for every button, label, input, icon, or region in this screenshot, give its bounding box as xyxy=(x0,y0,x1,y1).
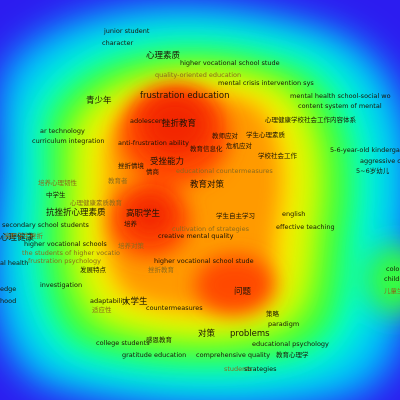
keyword-label: mental health school-social wo xyxy=(290,92,391,100)
keyword-label: hood xyxy=(0,297,17,305)
keyword-label: 心理健康素质教育 xyxy=(70,199,122,207)
keyword-label: countermeasures xyxy=(146,304,203,312)
keyword-label: content system of mental xyxy=(298,102,382,110)
keyword-label: 挫折教育 xyxy=(162,119,197,129)
keyword-label: 适应性 xyxy=(92,306,112,314)
keyword-label: cultivation of strategies xyxy=(172,225,249,233)
keyword-label: creative mental quality xyxy=(158,232,234,240)
keyword-label: curriculum integration xyxy=(32,137,105,145)
keyword-label: 抗挫折心理素质 xyxy=(46,208,106,218)
keyword-label: 心理健康 xyxy=(0,233,35,243)
keyword-label: gratitude education xyxy=(122,351,187,359)
keyword-label: college students xyxy=(96,339,150,347)
keyword-label: 感恩教育 xyxy=(146,336,172,344)
density-level-8 xyxy=(128,93,210,235)
keyword-label: higher vocational school stude xyxy=(180,59,280,67)
keyword-label: junior student xyxy=(104,27,150,35)
keyword-label: 心理健康学校社会工作内容体系 xyxy=(265,116,356,124)
keyword-label: frustration psychology xyxy=(28,257,101,265)
keyword-label: comprehensive quality xyxy=(196,351,271,359)
keyword-label: english xyxy=(282,210,306,218)
keyword-label: secondary school students xyxy=(2,221,89,229)
keyword-label: 发展特点 xyxy=(80,266,106,274)
keyword-label: 心理素质 xyxy=(146,51,181,61)
keyword-label: higher vocational school stude xyxy=(154,257,254,265)
keyword-label: the students of higher vocatio xyxy=(22,249,120,257)
keyword-label: 挫折情境 xyxy=(118,162,144,170)
keyword-label: 大学生 xyxy=(122,297,148,307)
keyword-label: 培养心理韧性 xyxy=(38,179,77,187)
keyword-label: adolescent xyxy=(130,117,166,125)
keyword-label: 对策 xyxy=(198,329,216,339)
keyword-label: 培养 xyxy=(124,220,137,228)
keyword-label: 青少年 xyxy=(86,96,112,106)
keyword-label: 培养对策 xyxy=(118,242,144,250)
keyword-label: 高职学生 xyxy=(126,209,161,219)
keyword-label: problems xyxy=(230,329,270,339)
keyword-label: paradigm xyxy=(268,320,300,328)
keyword-label: 危机应对 xyxy=(226,142,252,150)
keyword-label: investigation xyxy=(40,281,83,289)
keyword-label: 教育对策 xyxy=(190,180,225,190)
keyword-label: 5-6-year-old kindergarten xyxy=(330,147,400,154)
keyword-label: 学生心理素质 xyxy=(246,131,285,139)
keyword-label: 教师应对 xyxy=(212,132,238,140)
keyword-label: colo xyxy=(386,265,400,273)
keyword-label: anti-frustration ability xyxy=(118,139,189,147)
keyword-label: 受挫能力 xyxy=(150,157,185,167)
keyword-label: 学生自主学习 xyxy=(216,212,255,220)
keyword-label: 教育心理学 xyxy=(276,351,309,359)
keyword-label: frustration education xyxy=(140,91,230,101)
keyword-label: aggressive co xyxy=(360,158,400,165)
keyword-label: edge xyxy=(0,285,17,293)
keyword-label: higher vocational schools xyxy=(24,240,107,248)
keyword-label: adaptability xyxy=(90,297,129,305)
keyword-label: 策略 xyxy=(266,310,279,318)
keyword-label: 情商 xyxy=(146,168,159,176)
keyword-label: students xyxy=(224,365,253,373)
keyword-label: 教育信息化 xyxy=(190,145,223,153)
keyword-label: character xyxy=(102,39,134,47)
keyword-label: strategies xyxy=(244,365,277,373)
keyword-label: 学校社会工作 xyxy=(258,152,297,160)
keyword-label: 儿童生活教 xyxy=(384,288,400,295)
keyword-label: educational psychology xyxy=(252,340,329,348)
keyword-label: 教育者 xyxy=(108,177,128,185)
keyword-label: 5~6岁幼儿 xyxy=(356,167,390,175)
keyword-label: 高职学生挫折 xyxy=(4,232,43,240)
keyword-label: childr xyxy=(384,276,400,283)
keyword-label: mental crisis intervention sys xyxy=(218,79,314,87)
keyword-label: al health xyxy=(0,259,29,267)
keyword-label: educational countermeasures xyxy=(176,167,273,175)
keyword-label: effective teaching xyxy=(276,223,335,231)
keyword-label: ar technology xyxy=(40,127,85,135)
keyword-label: 挫折教育 xyxy=(148,266,174,274)
keyword-label: 中学生 xyxy=(46,191,66,199)
keyword-label: 问题 xyxy=(234,287,252,297)
keyword-label: quality-oriented education xyxy=(155,71,242,79)
